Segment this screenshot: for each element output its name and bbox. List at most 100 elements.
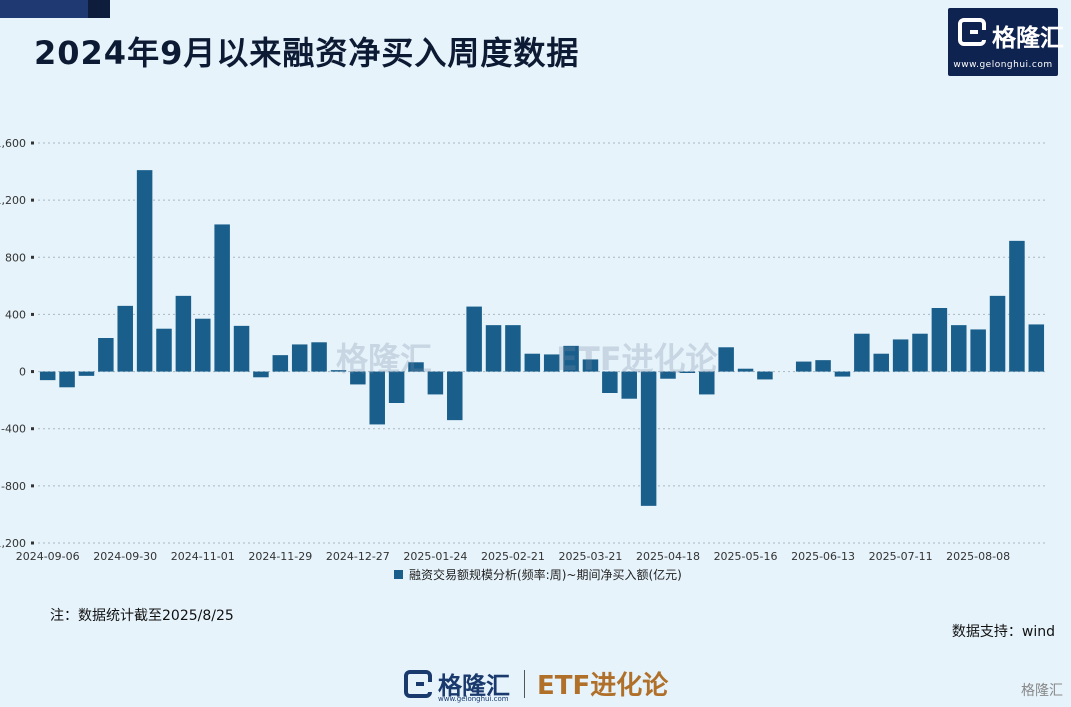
bar: [427, 371, 444, 395]
x-tick-label: 2024-09-06: [16, 550, 80, 563]
bottom-divider: [524, 669, 525, 698]
x-tick-label: 2024-09-30: [93, 550, 157, 563]
bar: [98, 338, 114, 372]
y-tick-mark: [31, 370, 34, 374]
y-tick-label: 1,200: [0, 194, 26, 207]
bar: [660, 371, 676, 379]
x-tick-label: 2025-06-13: [791, 550, 855, 563]
y-tick-label: -1,200: [0, 537, 26, 550]
bar: [931, 308, 948, 372]
bar: [834, 371, 851, 377]
chart-bars: [39, 170, 1045, 506]
y-tick-mark: [31, 255, 34, 259]
bar: [912, 333, 928, 372]
bar: [214, 224, 230, 372]
bar: [757, 371, 773, 380]
bar: [679, 371, 696, 373]
y-axis: -1,200 -800 -400 0 400 800 1,200 1,600: [0, 137, 34, 550]
x-tick-label: 2024-11-01: [171, 550, 235, 563]
bar: [447, 371, 463, 421]
legend-swatch: [394, 570, 403, 579]
y-tick-mark: [31, 141, 34, 145]
y-tick-label: 400: [5, 308, 26, 321]
bar: [1009, 240, 1025, 372]
legend-label: 融资交易额规模分析(频率:周)~期间净买入额(亿元): [409, 568, 682, 582]
footnote: 注：数据统计截至2025/8/25: [50, 608, 234, 624]
y-tick-mark: [31, 198, 34, 202]
x-tick-label: 2025-03-21: [558, 550, 622, 563]
bar: [854, 333, 870, 372]
x-tick-label: 2025-01-24: [403, 550, 467, 563]
x-tick-label: 2024-11-29: [248, 550, 312, 563]
bar: [195, 318, 211, 372]
y-tick-mark: [31, 484, 34, 488]
bottom-brand: 格隆汇 www.gelonghui.com ETF进化论: [404, 665, 669, 703]
x-tick-label: 2025-05-16: [714, 550, 778, 563]
x-tick-label: 2025-02-21: [481, 550, 545, 563]
x-tick-label: 2025-08-08: [946, 550, 1010, 563]
y-tick-label: -800: [1, 480, 26, 493]
y-tick-label: 800: [5, 251, 26, 264]
brand-url: www.gelonghui.com: [953, 60, 1053, 70]
bar: [989, 295, 1006, 372]
bar: [59, 371, 75, 388]
bar: [640, 371, 657, 506]
bar: [737, 368, 754, 372]
bar: [330, 370, 347, 372]
y-tick-mark: [31, 541, 34, 545]
bar: [311, 342, 327, 372]
bar: [78, 371, 95, 376]
y-tick-mark: [31, 312, 34, 316]
watermark-brand: 格隆汇: [336, 340, 433, 378]
bar: [795, 361, 812, 372]
bar: [582, 359, 599, 372]
bar: [699, 371, 715, 395]
bar: [117, 305, 133, 372]
bar: [233, 325, 250, 372]
bar: [815, 360, 831, 372]
bar: [602, 371, 618, 393]
bar: [1028, 324, 1045, 372]
data-source: 数据支持：wind: [951, 624, 1055, 640]
corner-watermark: 格隆汇: [1021, 683, 1063, 699]
corner-decoration: [0, 0, 110, 18]
bar-chart: -1,200 -800 -400 0 400 800 1,200 1,600 2024-09-…: [0, 137, 1046, 563]
bar: [524, 353, 541, 372]
x-tick-label: 2025-04-18: [636, 550, 700, 563]
x-tick-label: 2025-07-11: [869, 550, 933, 563]
bottom-g-icon: [404, 669, 432, 698]
bottom-brand-name: 格隆汇: [438, 672, 510, 700]
bar: [873, 353, 889, 372]
bar: [970, 329, 986, 372]
bar: [621, 371, 637, 399]
bottom-etf-label: ETF进化论: [537, 671, 669, 701]
bar: [350, 371, 366, 385]
watermark-etf: ETF进化论: [556, 340, 718, 378]
brand-g-icon: [958, 18, 986, 46]
bar: [388, 371, 405, 403]
bar: [505, 325, 521, 372]
y-tick-label: -400: [1, 423, 26, 436]
x-tick-label: 2024-12-27: [326, 550, 390, 563]
bar: [718, 347, 734, 372]
bar: [39, 371, 56, 381]
y-tick-label: 1,600: [0, 137, 26, 150]
bar: [369, 371, 385, 425]
bar: [543, 354, 560, 372]
bar: [175, 295, 192, 372]
bar: [291, 344, 308, 372]
y-tick-mark: [31, 427, 34, 431]
x-axis: 2024-09-06 2024-09-30 2024-11-01 2024-11-29…: [16, 550, 1010, 563]
bar: [466, 306, 482, 372]
chart-legend: 融资交易额规模分析(频率:周)~期间净买入额(亿元): [394, 566, 682, 583]
bar: [408, 362, 424, 372]
bar: [272, 355, 289, 372]
brand-logo: 格隆汇 www.gelonghui.com: [948, 8, 1064, 76]
bar: [892, 339, 909, 372]
bar: [951, 325, 967, 372]
page-title: 2024年9月以来融资净买入周度数据: [34, 34, 580, 72]
bar: [136, 170, 153, 372]
bar: [563, 345, 579, 372]
bar: [156, 328, 172, 372]
bar: [485, 325, 502, 372]
